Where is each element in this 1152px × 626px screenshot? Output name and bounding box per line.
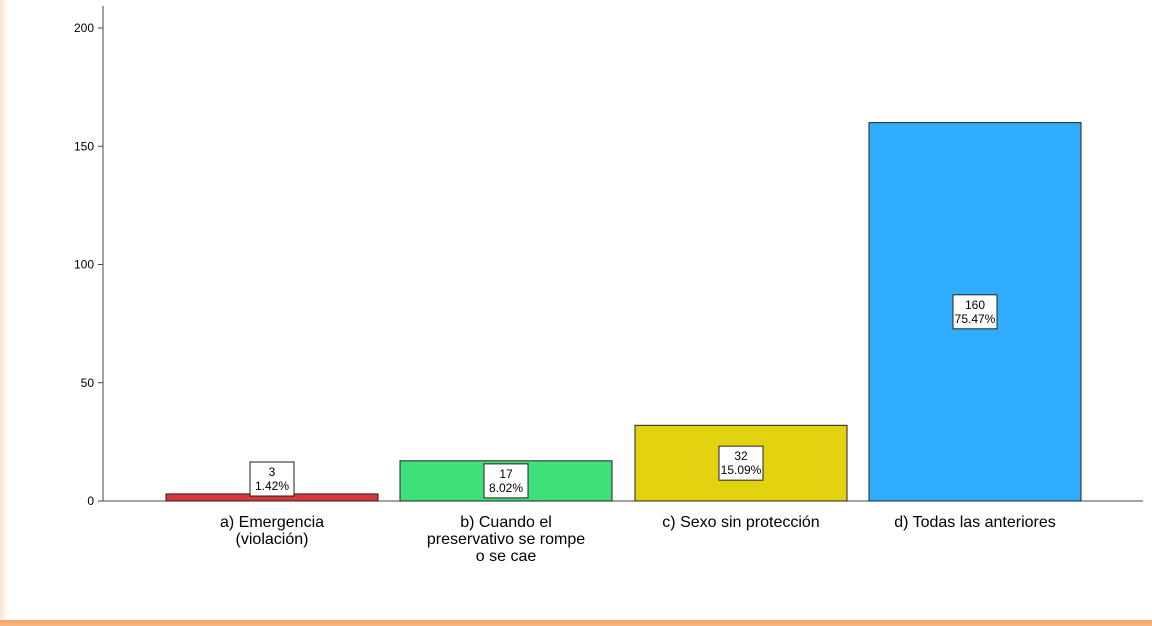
data-label-count: 32	[734, 449, 748, 463]
data-label-count: 160	[965, 298, 985, 312]
category-label: o se cae	[476, 548, 537, 565]
data-label-percent: 8.02%	[489, 481, 523, 495]
data-label-percent: 1.42%	[255, 479, 289, 493]
data-label-background	[718, 445, 764, 481]
data-label-percent: 75.47%	[955, 312, 996, 326]
data-label-count: 3	[269, 465, 276, 479]
category-label: a) Emergencia	[220, 514, 324, 531]
y-tick-label: 200	[74, 21, 94, 35]
left-accent-strip	[0, 0, 8, 620]
category-label: preservativo se rompe	[427, 531, 585, 548]
y-tick-label: 50	[81, 376, 95, 390]
category-label: b) Cuando el	[460, 514, 552, 531]
bottom-accent-strip	[0, 620, 1152, 626]
data-label-box: 178.02%	[483, 463, 529, 499]
data-label-count: 17	[499, 467, 513, 481]
y-tick-label: 0	[87, 494, 94, 508]
data-label-background	[952, 294, 998, 330]
data-label-background	[483, 463, 529, 499]
y-tick-label: 100	[74, 258, 94, 272]
y-tick-label: 150	[74, 139, 94, 153]
category-label: (violación)	[236, 531, 309, 548]
data-label-box: 31.42%	[249, 461, 295, 497]
category-label: c) Sexo sin protección	[662, 514, 819, 531]
data-label-background	[249, 461, 295, 497]
category-label: d) Todas las anteriores	[894, 514, 1056, 531]
data-label-percent: 15.09%	[721, 463, 762, 477]
